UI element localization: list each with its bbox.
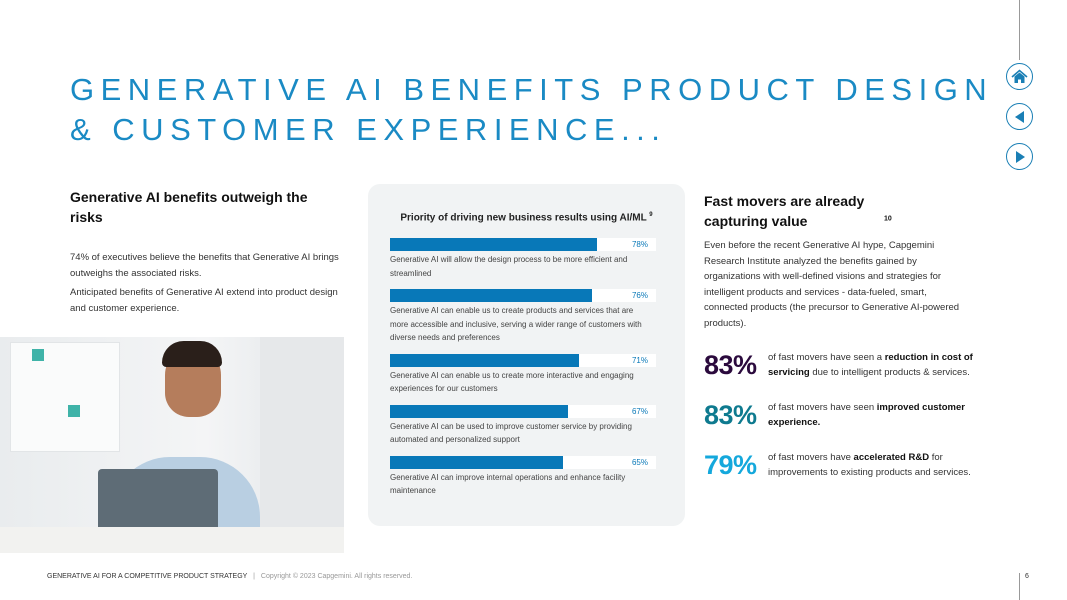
stat-text: of fast movers have seen improved custom… [768,400,998,430]
bar-value-label: 78% [631,240,648,250]
bar-category-label: Generative AI can be used to improve cus… [390,421,632,445]
stat-text-bold: reduction in cost of servicing [768,352,973,378]
bar-value-label: 65% [631,457,648,467]
stat-text-bold: improved customer experience. [768,402,965,428]
bar-track: 67% [390,404,656,418]
bar-item: 78% Generative AI will allow the design p… [390,238,685,280]
stat-text-post: due to intelligent products & services. [809,367,970,378]
bar-track: 76% [390,289,656,303]
bar-category-label: Generative AI will allow the design proc… [390,255,628,278]
right-heading-ref: 10 [884,215,892,223]
stat-value: 83% [704,399,757,430]
left-paragraph-1: 74% of executives believe the benefits t… [70,252,339,279]
bar-track: 65% [390,455,656,469]
bar-track: 71% [390,353,656,367]
page-number: 6 [1025,573,1029,580]
stat-text-bold: accelerated R&D [853,452,930,463]
stat-block: 79% of fast movers have accelerated R&D f… [704,446,998,484]
chart-title: Priority of driving new business results… [400,212,653,224]
home-button[interactable] [1006,63,1033,90]
stat-text: of fast movers have seen a reduction in … [768,350,998,380]
bar-value-label: 71% [631,355,648,365]
right-heading: Fast movers are already capturing value 1… [704,191,892,231]
bar-category-label: Generative AI can enable us to create pr… [390,306,642,343]
right-heading-text: Fast movers are already capturing value [704,193,865,229]
bar [390,404,569,418]
stat-text-pre: of fast movers have [768,452,854,463]
footer: GENERATIVE AI FOR A COMPETITIVE PRODUCT … [47,573,413,580]
bar-track: 78% [390,238,656,252]
stats-list: 83% of fast movers have seen a reduction … [704,346,998,484]
bar-item: 71% Generative AI can enable us to create… [390,353,685,396]
triangle-right-icon [1015,150,1025,163]
bar-item: 67% Generative AI can be used to improve … [390,404,685,447]
previous-button[interactable] [1006,103,1033,130]
right-paragraph: Even before the recent Generative AI hyp… [704,240,960,329]
stat-block: 83% of fast movers have seen improved cus… [704,396,998,434]
left-heading: Generative AI benefits outweigh the risk… [70,189,308,225]
stat-text: of fast movers have accelerated R&D for … [768,450,998,480]
stat-value: 79% [704,449,757,480]
divider [1019,0,1020,60]
bar-list: 78% Generative AI will allow the design p… [368,238,685,498]
stat-block: 83% of fast movers have seen a reduction … [704,346,998,384]
bar [390,455,563,469]
stat-text-pre: of fast movers have seen [768,402,877,413]
stat-text-post: for improvements to existing products an… [768,452,971,478]
home-icon [1011,69,1028,83]
triangle-left-icon [1014,110,1024,123]
stat-value: 83% [704,349,757,380]
bar-value-label: 76% [631,291,648,301]
footer-divider [1019,573,1020,600]
bar [390,289,593,303]
bar-category-label: Generative AI can improve internal opera… [390,472,626,496]
next-button[interactable] [1006,143,1033,170]
bar-item: 65% Generative AI can improve internal op… [390,455,685,498]
left-paragraph-2: Anticipated benefits of Generative AI ex… [70,287,338,314]
page-title: GENERATIVE AI BENEFITS PRODUCT DESIGN & … [70,72,994,147]
stat-text-pre: of fast movers have seen a [768,352,885,363]
photo-man-at-laptop [0,337,344,553]
chart-panel: Priority of driving new business results… [368,184,685,526]
bar-value-label: 67% [631,406,648,416]
bar [390,353,579,367]
bar [390,238,598,252]
bar-item: 76% Generative AI can enable us to create… [390,289,685,345]
bar-category-label: Generative AI can enable us to create mo… [390,370,634,394]
